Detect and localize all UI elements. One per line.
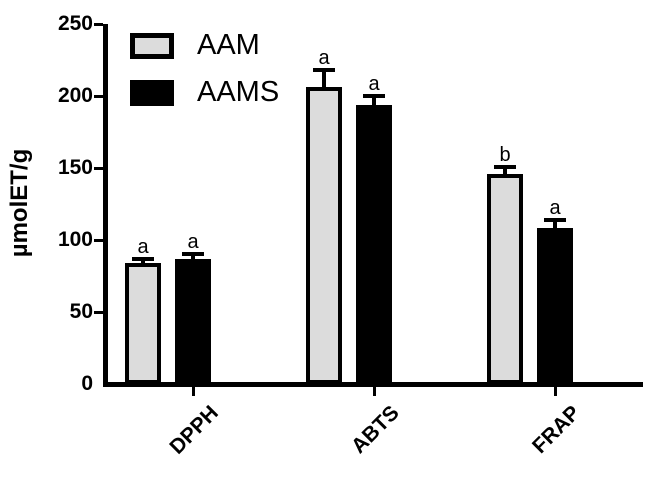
- bar-aam-dpph: [125, 263, 161, 384]
- x-tick-mark: [191, 387, 195, 396]
- y-tick-mark: [94, 310, 103, 314]
- error-bar: [322, 70, 326, 88]
- y-axis-line: [103, 24, 108, 386]
- x-category-label: ABTS: [346, 401, 404, 458]
- error-bar: [372, 96, 376, 105]
- error-bar: [141, 258, 145, 264]
- x-tick-mark: [372, 387, 376, 396]
- bar-aam-frap: [487, 173, 523, 384]
- y-tick-label: 50: [69, 300, 93, 323]
- significance-letter: a: [549, 196, 561, 219]
- y-tick-label: 250: [57, 12, 93, 35]
- error-bar: [503, 166, 507, 174]
- y-axis-title: µmolET/g: [6, 148, 33, 258]
- error-bar-cap: [313, 68, 335, 73]
- error-bar-cap: [182, 252, 204, 257]
- x-category-label: FRAP: [527, 401, 585, 458]
- y-tick-mark: [94, 166, 103, 170]
- legend-label-aams: AAMS: [197, 76, 280, 108]
- legend-label-aam: AAM: [197, 29, 260, 61]
- error-bar-cap: [132, 256, 154, 261]
- error-bar: [553, 219, 557, 229]
- legend-item-aam: AAM: [130, 31, 279, 60]
- y-tick-mark: [94, 94, 103, 98]
- significance-letter: a: [137, 235, 149, 258]
- bar-aams-abts: [356, 104, 392, 384]
- legend-swatch-aams: [130, 79, 174, 106]
- x-tick-mark: [553, 387, 557, 396]
- error-bar-cap: [363, 94, 385, 98]
- y-tick-mark: [94, 22, 103, 26]
- error-bar-cap: [494, 164, 516, 169]
- bar-aam-abts: [306, 87, 342, 384]
- significance-letter: b: [499, 143, 511, 166]
- y-tick-mark: [94, 238, 103, 242]
- error-bar: [191, 254, 195, 259]
- error-bar-cap: [544, 217, 566, 222]
- significance-letter: a: [187, 231, 199, 254]
- y-tick-label: 200: [57, 84, 93, 107]
- bar-aams-dpph: [175, 258, 211, 384]
- legend-swatch-aam: [130, 32, 174, 59]
- significance-letter: a: [318, 47, 330, 70]
- y-tick-label: 100: [57, 228, 93, 251]
- x-category-label: DPPH: [165, 401, 223, 459]
- y-tick-label: 150: [57, 156, 93, 179]
- legend: AAM AAMS: [130, 31, 279, 107]
- bar-aams-frap: [537, 228, 573, 384]
- legend-item-aams: AAMS: [130, 78, 279, 107]
- y-tick-label: 0: [81, 372, 93, 395]
- x-axis-line: [103, 382, 643, 387]
- significance-letter: a: [368, 73, 380, 95]
